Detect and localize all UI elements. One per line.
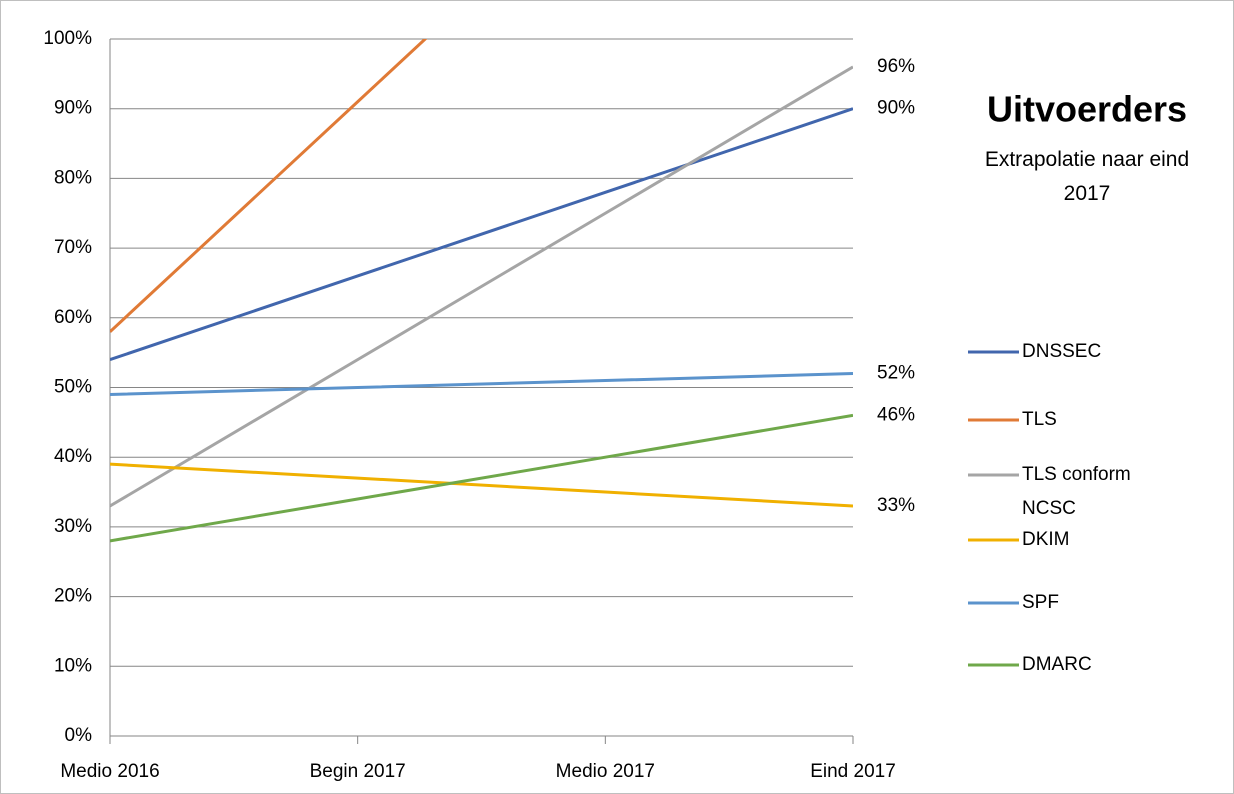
y-tick-label: 40%: [54, 446, 92, 467]
data-label: 33%: [877, 495, 915, 516]
legend-label: SPF: [1022, 592, 1059, 613]
y-tick-label: 0%: [65, 725, 93, 746]
data-label: 52%: [877, 363, 915, 384]
data-label: 90%: [877, 98, 915, 119]
line-series: [110, 107, 853, 362]
x-tick-label: Begin 2017: [310, 761, 406, 782]
line-series: [110, 372, 853, 396]
legend-label: DKIM: [1022, 529, 1070, 550]
legend-label: DNSSEC: [1022, 341, 1102, 362]
y-tick-label: 90%: [54, 98, 92, 119]
y-tick-label: 20%: [54, 586, 92, 607]
chart-title: Uitvoerders: [987, 89, 1187, 130]
y-tick-label: 10%: [54, 655, 92, 676]
data-label: 96%: [877, 56, 915, 77]
data-label: 46%: [877, 404, 915, 425]
line-series: [110, 413, 853, 543]
chart-subtitle: Extrapolatie naar eind 2017: [984, 148, 1190, 205]
legend-label: DMARC: [1022, 654, 1092, 675]
line-series: [110, 39, 428, 333]
y-tick-label: 50%: [54, 377, 92, 398]
x-tick-label: Medio 2017: [556, 761, 655, 782]
y-tick-label: 60%: [54, 307, 92, 328]
x-tick-label: Eind 2017: [810, 761, 896, 782]
x-tick-label: Medio 2016: [60, 761, 159, 782]
legend-label: TLS conform NCSC: [1022, 464, 1131, 519]
y-tick-label: 70%: [54, 237, 92, 258]
legend-label: TLS: [1022, 409, 1057, 430]
y-tick-label: 100%: [43, 28, 92, 49]
y-tick-label: 30%: [54, 516, 92, 537]
y-tick-label: 80%: [54, 167, 92, 188]
line-series: [110, 65, 853, 508]
line-series: [110, 462, 853, 508]
